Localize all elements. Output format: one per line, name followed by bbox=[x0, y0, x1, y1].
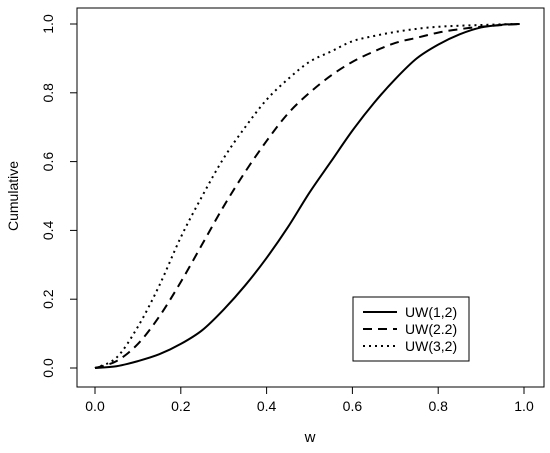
series-line-solid bbox=[94, 23, 520, 369]
x-tick-label: 0.6 bbox=[343, 398, 363, 414]
x-tick-label: 1.0 bbox=[514, 398, 534, 414]
legend-label: UW(3,2) bbox=[405, 338, 457, 354]
x-tick-label: 0.8 bbox=[428, 398, 448, 414]
x-tick-label: 0.2 bbox=[171, 398, 191, 414]
y-tick-label: 0.2 bbox=[40, 289, 56, 309]
legend-label: UW(1,2) bbox=[405, 304, 457, 320]
x-tick-label: 0.4 bbox=[257, 398, 277, 414]
axis-labels-group: w Cumulative bbox=[5, 161, 316, 446]
axis-ticks-group: 0.0 0.2 0.4 0.6 0.8 1.0 0.0 0.2 0.4 0.6 0.8 1.0 bbox=[40, 14, 534, 414]
y-tick-label: 0.4 bbox=[40, 220, 56, 240]
series-lines-group bbox=[94, 23, 520, 369]
plot-area-border bbox=[76, 7, 545, 388]
plot-frame-group bbox=[76, 7, 545, 388]
y-tick-label: 0.8 bbox=[40, 83, 56, 103]
x-tick-label: 0.0 bbox=[85, 398, 105, 414]
y-axis-label: Cumulative bbox=[5, 161, 21, 231]
x-axis-label: w bbox=[304, 429, 316, 446]
y-tick-label: 0.0 bbox=[40, 358, 56, 378]
legend-box bbox=[352, 296, 470, 362]
series-line-dashed bbox=[94, 23, 520, 369]
legend-label: UW(2.2) bbox=[405, 321, 457, 337]
legend: UW(1,2)UW(2.2)UW(3,2) bbox=[352, 296, 470, 362]
y-tick-label: 0.6 bbox=[40, 152, 56, 172]
y-tick-label: 1.0 bbox=[40, 14, 56, 34]
